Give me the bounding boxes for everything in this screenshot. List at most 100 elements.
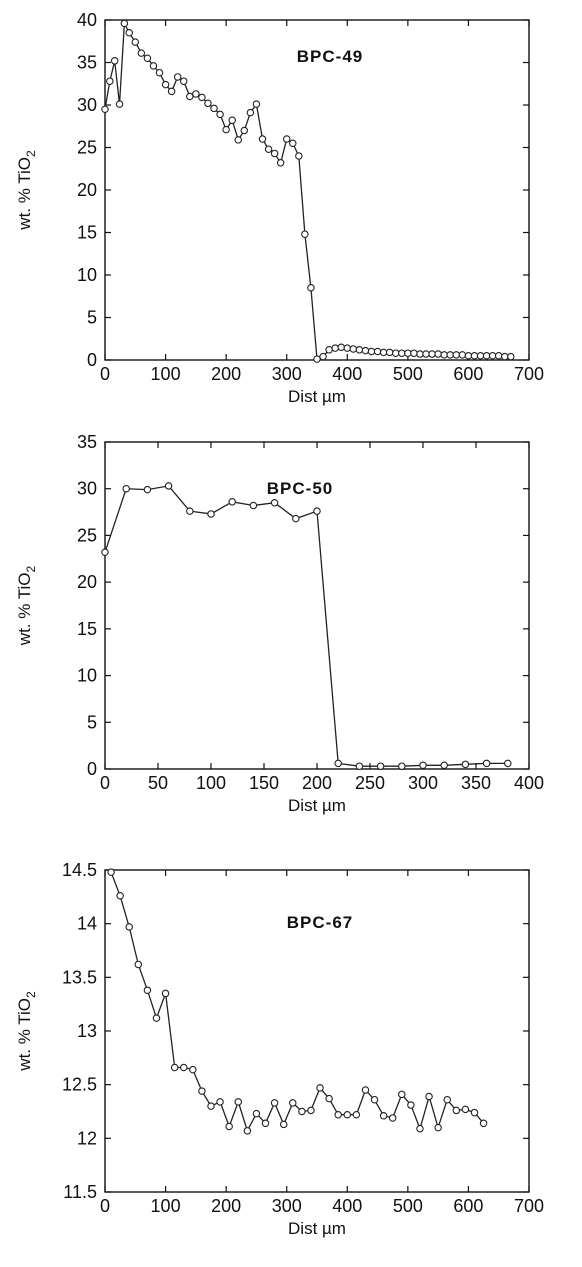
x-tick-label: 500 [393, 364, 423, 384]
series-line-1 [104, 485, 508, 767]
x-tick-label: 100 [151, 364, 181, 384]
data-point [192, 90, 200, 98]
data-point [116, 892, 124, 900]
y-tick-label: 35 [77, 432, 97, 452]
data-point [298, 1107, 306, 1116]
data-point [279, 1120, 288, 1129]
series-line-1 [104, 20, 511, 361]
data-point [479, 1119, 488, 1128]
x-tick-label: 600 [453, 364, 483, 384]
data-point [228, 116, 236, 125]
data-point [458, 351, 467, 359]
data-point [425, 1092, 433, 1101]
data-point [476, 351, 485, 360]
data-point [440, 351, 448, 359]
x-tick-label: 150 [249, 773, 279, 793]
data-point [470, 1108, 479, 1117]
y-tick-label: 35 [77, 53, 97, 73]
chart-title: BPC-49 [297, 47, 363, 66]
x-axis-label: Dist µm [288, 796, 346, 815]
data-point [404, 349, 412, 357]
data-point [186, 507, 194, 515]
y-tick-label: 0 [87, 350, 97, 370]
data-point [292, 514, 300, 523]
data-point [434, 350, 442, 358]
x-tick-label: 250 [355, 773, 385, 793]
data-point [186, 92, 194, 101]
data-point [428, 350, 436, 358]
data-point [210, 104, 218, 113]
data-point [173, 73, 182, 81]
x-tick-label: 400 [514, 773, 544, 793]
data-point [249, 501, 258, 510]
chart-title: BPC-50 [267, 479, 333, 498]
data-point [149, 62, 158, 70]
data-point [361, 346, 370, 355]
data-point [240, 126, 249, 135]
x-tick-label: 0 [100, 773, 110, 793]
y-axis-label-subscript: 2 [24, 150, 38, 157]
data-point [313, 507, 321, 515]
data-point [134, 960, 143, 969]
chart-2: 0 50 100 150 200 250 300 350 400 0 5 10 15 20 25 30 35 BP… [15, 432, 544, 815]
data-point [243, 1127, 252, 1135]
data-point [349, 345, 358, 353]
data-point [307, 283, 315, 292]
chart-title: BPC-67 [287, 913, 353, 932]
data-point [464, 351, 473, 360]
series-line-1 [110, 871, 485, 1133]
data-point [482, 351, 491, 360]
data-point [376, 762, 385, 770]
data-point [101, 548, 109, 556]
data-point [207, 510, 215, 518]
data-point [410, 349, 418, 357]
data-point [379, 1112, 388, 1120]
data-point [270, 498, 279, 507]
data-point [270, 1099, 279, 1107]
data-point [334, 1110, 342, 1119]
y-tick-label: 12.5 [62, 1075, 97, 1095]
y-tick-label: 0 [87, 759, 97, 779]
data-point [204, 99, 212, 108]
data-point [234, 136, 243, 144]
data-point [443, 1095, 451, 1104]
y-axis-label: wt. % TiO2 [15, 150, 38, 231]
data-point [107, 868, 115, 876]
data-point [125, 923, 133, 931]
data-point [398, 762, 406, 770]
data-point [416, 350, 424, 358]
data-point [316, 1084, 324, 1092]
data-point [325, 346, 333, 354]
y-axis-label-text: wt. % TiO [15, 998, 34, 1072]
y-tick-label: 14 [77, 914, 97, 934]
y-axis-label-text: wt. % TiO [15, 572, 34, 646]
y-tick-label: 20 [77, 572, 97, 592]
data-point [270, 149, 279, 158]
data-point [161, 989, 170, 998]
data-point [355, 346, 364, 354]
data-point [301, 230, 309, 238]
chart-3: 0 100 200 300 400 500 600 700 11.5 12 12.5 13 13.5 14… [15, 860, 544, 1238]
y-axis-label-text: wt. % TiO [15, 157, 34, 231]
y-tick-label: 15 [77, 223, 97, 243]
y-tick-label: 30 [77, 479, 97, 499]
data-point [482, 759, 491, 768]
x-tick-label: 700 [514, 364, 544, 384]
data-point [122, 484, 130, 493]
data-point [325, 1094, 333, 1103]
data-point [494, 351, 503, 360]
data-point [252, 100, 261, 108]
data-point [488, 351, 497, 360]
data-point [179, 1063, 188, 1072]
data-point [501, 352, 509, 361]
data-point [120, 19, 129, 28]
data-point [388, 1114, 397, 1122]
x-tick-label: 200 [302, 773, 332, 793]
data-point [407, 1101, 415, 1109]
data-point [352, 1110, 361, 1119]
data-point [264, 145, 273, 153]
x-tick-label: 300 [408, 773, 438, 793]
data-point [379, 348, 388, 357]
data-point [470, 351, 479, 360]
data-point [319, 352, 327, 361]
